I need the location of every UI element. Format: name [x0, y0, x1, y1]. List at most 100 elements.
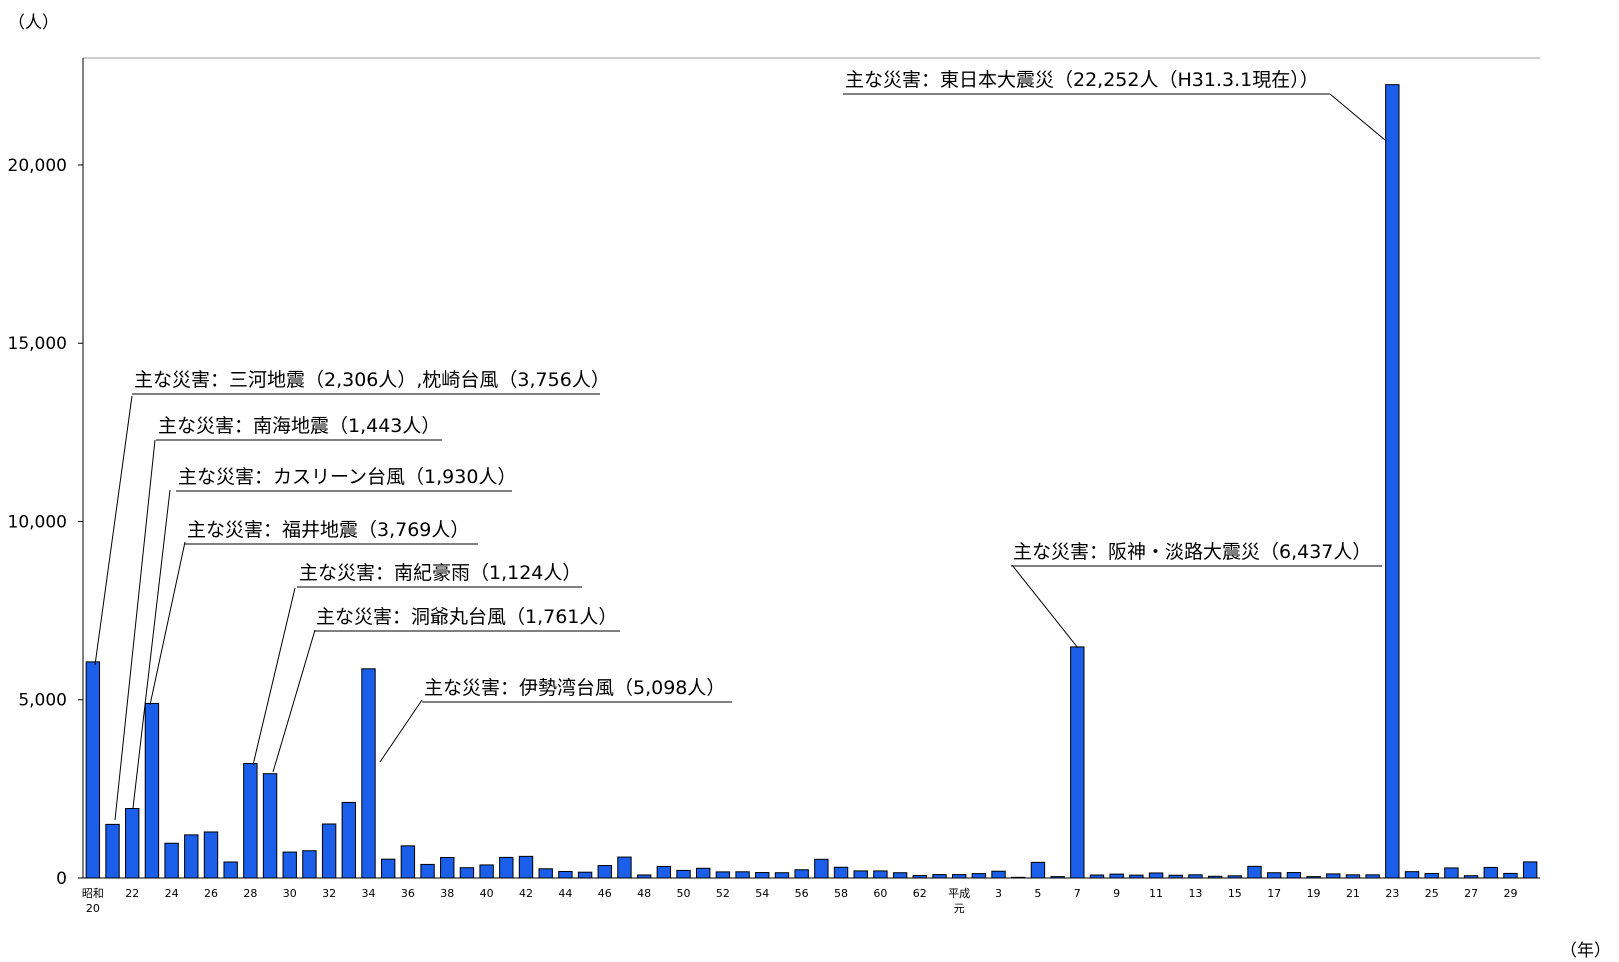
x-tick-label: 48: [637, 887, 651, 900]
bar: [380, 858, 396, 879]
bar: [735, 871, 750, 879]
bar: [1148, 872, 1164, 879]
x-tick-label: 元: [954, 902, 965, 915]
bar: [1267, 872, 1282, 879]
bar: [656, 865, 672, 879]
bar: [636, 874, 652, 879]
bar: [558, 870, 573, 879]
bar: [1188, 874, 1203, 879]
annotation-leader-line: [1329, 93, 1386, 141]
bar: [400, 845, 416, 879]
x-tick-label: 32: [322, 887, 336, 900]
bar: [912, 875, 927, 879]
bar: [1503, 872, 1518, 879]
bar: [203, 831, 219, 879]
x-tick-label: 7: [1074, 887, 1081, 900]
bar: [676, 869, 691, 879]
x-tick-label: 11: [1149, 887, 1163, 900]
bar: [302, 850, 317, 879]
x-tick-label: 56: [795, 887, 809, 900]
bar: [420, 863, 435, 879]
y-tick-label: 15,000: [8, 334, 67, 354]
x-tick-label: 24: [165, 887, 179, 900]
bar: [1404, 871, 1420, 879]
bar: [1444, 867, 1459, 879]
bar: [1089, 874, 1105, 879]
y-tick-label: 20,000: [8, 156, 67, 176]
annotation-text: 主な災害：福井地震（3,769人）: [187, 519, 469, 541]
x-tick-label: 21: [1346, 887, 1360, 900]
x-tick-label: 42: [519, 887, 533, 900]
bar: [1207, 875, 1223, 879]
bar: [597, 865, 612, 879]
bar: [873, 870, 888, 879]
bar: [1227, 875, 1243, 879]
annotation-leader-line: [114, 439, 156, 821]
x-tick-label: 23: [1385, 887, 1399, 900]
bar: [144, 702, 160, 879]
y-tick-label: 5,000: [18, 691, 67, 711]
bar: [1247, 865, 1262, 879]
x-tick-label: 50: [677, 887, 691, 900]
bar: [518, 855, 534, 879]
x-tick-label: 26: [204, 887, 218, 900]
bar: [1326, 873, 1341, 879]
bar: [1345, 874, 1361, 879]
x-tick-label: 60: [873, 887, 887, 900]
annotation-text: 主な災害：南海地震（1,443人）: [158, 415, 440, 437]
bar: [755, 872, 770, 879]
bar: [341, 801, 356, 879]
annotation-leader-line: [379, 699, 423, 763]
annotation-text: 主な災害：伊勢湾台風（5,098人）: [424, 677, 725, 699]
bar: [1463, 875, 1479, 879]
x-tick-label: 40: [480, 887, 494, 900]
bar: [223, 861, 238, 879]
x-tick-label: 28: [243, 887, 257, 900]
bar: [1168, 874, 1183, 879]
bar: [321, 823, 337, 879]
x-tick-label: 58: [834, 887, 848, 900]
y-axis-unit-label: （人）: [8, 13, 59, 33]
bar: [1129, 874, 1144, 879]
x-tick-label: 13: [1188, 887, 1202, 900]
x-tick-label: 62: [913, 887, 927, 900]
bar: [577, 871, 593, 879]
x-tick-label: 38: [440, 887, 454, 900]
bar: [1286, 872, 1302, 879]
bar: [715, 871, 731, 879]
y-tick-label: 10,000: [8, 512, 67, 532]
x-tick-label: 19: [1307, 887, 1321, 900]
x-axis-unit-label: （年）: [1560, 941, 1611, 961]
x-tick-label: 44: [558, 887, 572, 900]
bar: [184, 834, 199, 879]
bar: [951, 874, 967, 879]
annotation-leader-line: [132, 489, 171, 809]
x-tick-label: 17: [1267, 887, 1281, 900]
bar: [1424, 872, 1439, 879]
annotation-leader-line: [149, 541, 186, 706]
bar: [440, 857, 455, 879]
bar: [1050, 876, 1065, 879]
x-tick-label: 5: [1034, 887, 1041, 900]
x-tick-label: 34: [361, 887, 375, 900]
bar: [617, 856, 632, 879]
bar: [164, 842, 179, 879]
bar: [991, 870, 1006, 879]
x-tick-label: 52: [716, 887, 730, 900]
annotation-leader-line: [272, 629, 316, 773]
annotation-text: 主な災害：カスリーン台風（1,930人）: [178, 466, 516, 488]
bar: [814, 858, 829, 879]
x-tick-label: 22: [125, 887, 139, 900]
bar: [1522, 861, 1538, 879]
bar: [932, 874, 947, 879]
bar: [262, 773, 278, 879]
bar: [282, 851, 297, 879]
bar: [1385, 84, 1400, 879]
x-tick-label: 9: [1113, 887, 1120, 900]
bar: [499, 856, 514, 879]
bar: [1109, 873, 1124, 879]
annotation-text: 主な災害：阪神・淡路大震災（6,437人）: [1013, 541, 1371, 563]
x-tick-label: 54: [755, 887, 769, 900]
bar: [538, 868, 553, 879]
